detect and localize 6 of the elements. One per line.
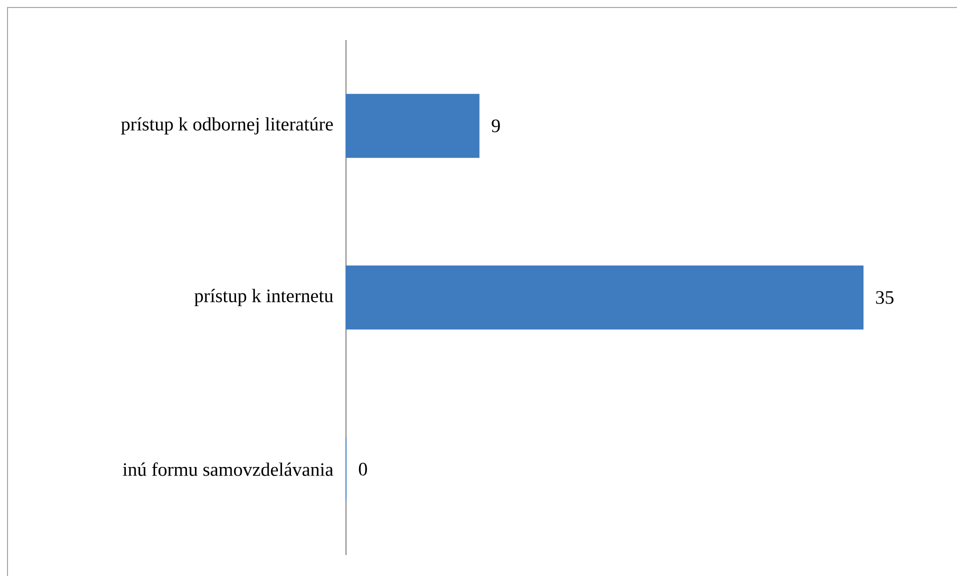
data-label: 9 xyxy=(492,119,500,132)
y-tick-label: prístup k internetu xyxy=(194,288,334,306)
data-label: 35 xyxy=(876,291,894,304)
y-tick-label: prístup k odbornej literatúre xyxy=(121,117,333,134)
data-label: 0 xyxy=(358,462,367,476)
y-tick-label: inú formu samovzdelávania xyxy=(122,462,334,476)
